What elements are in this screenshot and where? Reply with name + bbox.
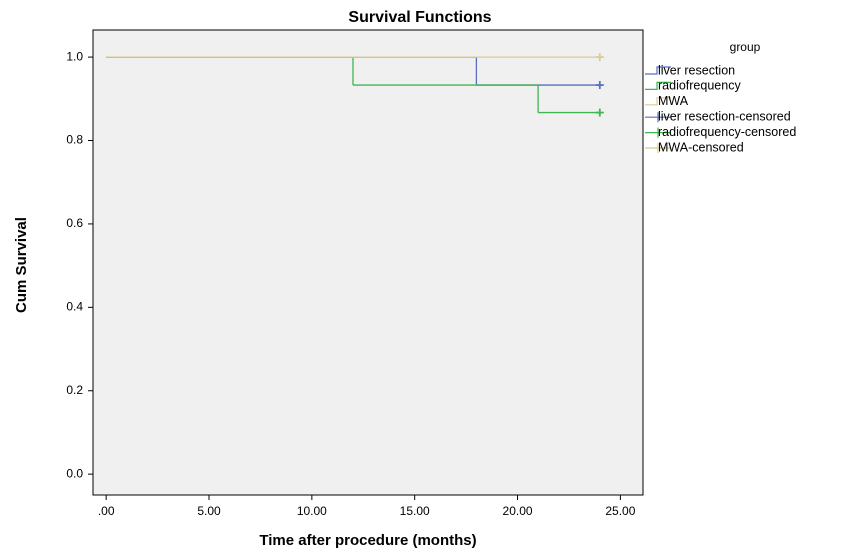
y-tick-label: 0.0	[66, 466, 83, 480]
y-tick-label: 1.0	[66, 49, 83, 63]
y-axis-label: Cum Survival	[13, 217, 30, 313]
plot-area	[92, 29, 644, 496]
legend-label: radiofrequency-censored	[658, 125, 796, 139]
censor-mark	[595, 81, 604, 90]
x-tick-label: 5.00	[197, 504, 221, 518]
legend-symbol	[645, 97, 671, 106]
legend-label: MWA	[658, 94, 689, 108]
censor-mark	[595, 108, 604, 117]
legend-symbol	[645, 81, 671, 90]
legend-title: group	[730, 40, 761, 54]
y-tick-label: 0.8	[66, 133, 83, 147]
x-tick-label: 15.00	[400, 504, 430, 518]
y-tick-label: 0.6	[66, 216, 83, 230]
chart-title: Survival Functions	[348, 9, 491, 26]
x-tick-label: 25.00	[605, 504, 635, 518]
censor-mark	[595, 53, 604, 62]
legend-label: liver resection-censored	[658, 109, 791, 123]
x-axis-label: Time after procedure (months)	[259, 532, 476, 549]
x-tick-label: 10.00	[297, 504, 327, 518]
x-tick-label: 20.00	[503, 504, 533, 518]
x-tick-label: .00	[98, 504, 115, 518]
legend-label: liver resection	[658, 63, 735, 77]
y-tick-label: 0.4	[66, 300, 83, 314]
legend-symbol	[645, 66, 671, 75]
legend-label: radiofrequency	[658, 79, 741, 93]
legend-label: MWA-censored	[658, 140, 744, 154]
y-tick-label: 0.2	[66, 383, 83, 397]
